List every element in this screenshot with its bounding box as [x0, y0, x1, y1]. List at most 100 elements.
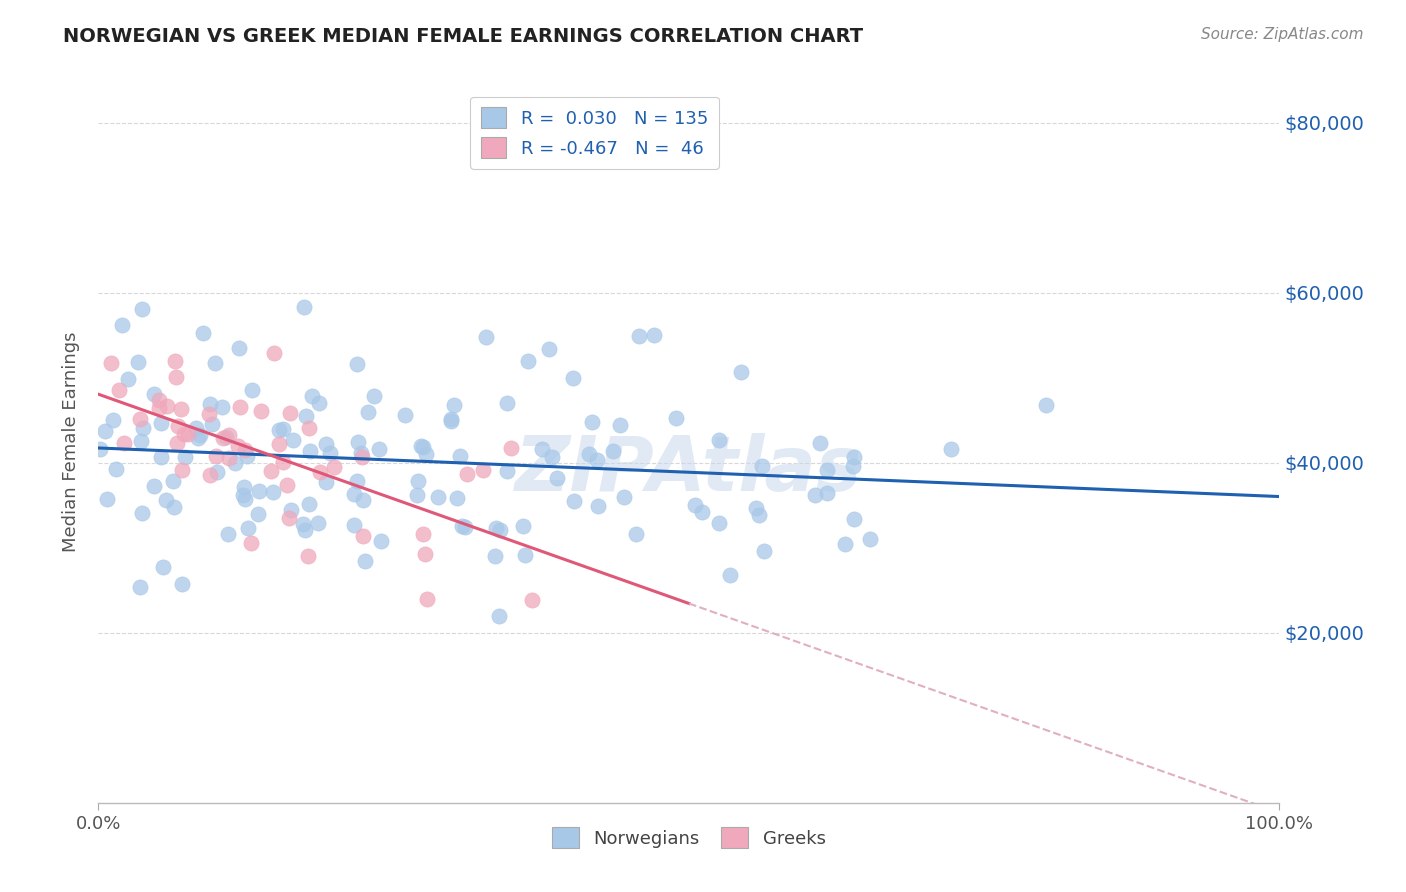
Point [298, 421, 321, 435]
Point [665, 410, 688, 425]
Point [94, 425, 117, 439]
Point [228, 341, 250, 355]
Point [343, 487, 366, 501]
Point [267, 437, 290, 451]
Point [148, 393, 170, 408]
Point [307, 516, 329, 530]
Point [165, 354, 187, 368]
Point [808, 436, 831, 450]
Point [172, 577, 194, 591]
Point [834, 537, 856, 551]
Point [101, 412, 124, 426]
Point [191, 326, 214, 340]
Point [218, 427, 240, 442]
Point [627, 329, 650, 343]
Point [346, 357, 368, 371]
Point [292, 301, 315, 315]
Legend: Norwegians, Greeks: Norwegians, Greeks [544, 820, 834, 855]
Point [453, 520, 475, 534]
Point [172, 463, 194, 477]
Point [240, 536, 263, 550]
Point [446, 491, 468, 505]
Point [150, 450, 173, 464]
Point [495, 463, 517, 477]
Point [198, 407, 221, 421]
Point [748, 508, 770, 523]
Point [218, 450, 240, 465]
Point [281, 433, 304, 447]
Point [262, 485, 284, 500]
Point [692, 505, 714, 519]
Point [152, 559, 174, 574]
Point [273, 422, 295, 436]
Point [273, 455, 295, 469]
Point [440, 412, 463, 426]
Point [319, 446, 342, 460]
Point [352, 492, 374, 507]
Point [108, 383, 131, 397]
Point [842, 512, 865, 526]
Point [412, 440, 434, 454]
Point [301, 389, 323, 403]
Point [496, 396, 519, 410]
Point [315, 437, 337, 451]
Point [352, 450, 374, 465]
Point [298, 444, 321, 458]
Point [540, 450, 562, 464]
Point [131, 301, 153, 316]
Point [512, 519, 534, 533]
Point [485, 521, 508, 535]
Point [89, 442, 111, 457]
Point [96, 491, 118, 506]
Point [546, 471, 568, 485]
Point [198, 397, 221, 411]
Point [643, 327, 665, 342]
Point [232, 488, 254, 502]
Point [250, 404, 273, 418]
Point [240, 383, 263, 397]
Point [815, 486, 838, 500]
Point [232, 480, 254, 494]
Point [129, 434, 152, 449]
Point [295, 409, 318, 423]
Point [235, 492, 257, 507]
Point [278, 511, 301, 525]
Point [233, 443, 256, 458]
Point [165, 370, 187, 384]
Point [730, 365, 752, 379]
Point [745, 501, 768, 516]
Point [363, 389, 385, 403]
Point [155, 493, 177, 508]
Point [148, 401, 170, 415]
Point [226, 439, 249, 453]
Y-axis label: Median Female Earnings: Median Female Earnings [62, 331, 80, 552]
Point [104, 462, 127, 476]
Point [449, 449, 471, 463]
Point [117, 372, 139, 386]
Point [488, 608, 510, 623]
Point [613, 490, 636, 504]
Point [489, 524, 512, 538]
Point [212, 431, 235, 445]
Point [297, 549, 319, 564]
Point [163, 500, 186, 514]
Point [132, 421, 155, 435]
Point [406, 488, 429, 502]
Point [564, 494, 586, 508]
Point [561, 371, 583, 385]
Point [718, 567, 741, 582]
Point [411, 439, 433, 453]
Point [474, 330, 496, 344]
Point [609, 417, 631, 432]
Point [204, 450, 226, 464]
Point [294, 523, 316, 537]
Point [110, 318, 132, 333]
Point [815, 463, 838, 477]
Point [204, 356, 226, 370]
Point [280, 407, 302, 421]
Point [367, 442, 389, 457]
Point [842, 458, 865, 473]
Point [406, 475, 429, 489]
Point [520, 593, 543, 607]
Point [352, 529, 374, 543]
